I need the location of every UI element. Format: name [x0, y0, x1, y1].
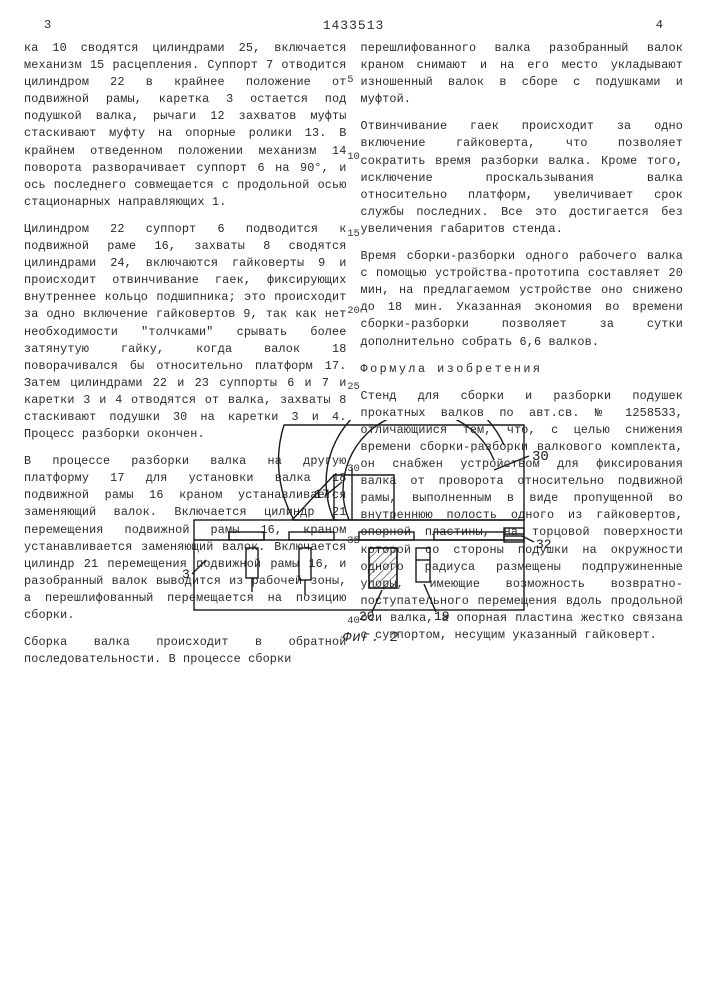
figure-2: 30 17 32 3 20 19 Фиг. 2 — [134, 420, 574, 650]
paragraph: Цилиндром 22 суппорт 6 подводится к подв… — [24, 221, 347, 443]
fig-label-3: 3 — [182, 567, 190, 582]
fig-label-30: 30 — [532, 449, 549, 465]
document-number: 1433513 — [323, 18, 385, 33]
figure-svg: 30 17 32 3 20 19 — [134, 420, 574, 650]
page-number-right: 4 — [656, 18, 663, 32]
figure-caption: Фиг. 2 — [343, 630, 399, 646]
paragraph: перешлифованного валка разобранный валок… — [361, 40, 684, 108]
paragraph: ка 10 сводятся цилиндрами 25, включается… — [24, 40, 347, 211]
paragraph: Отвинчивание гаек происходит за одно вкл… — [361, 118, 684, 238]
paragraph: Время сборки-разборки одного рабочего ва… — [361, 248, 684, 351]
page-number-left: 3 — [44, 18, 51, 32]
formula-heading: Формула изобретения — [361, 361, 684, 378]
fig-label-32: 32 — [536, 537, 552, 552]
